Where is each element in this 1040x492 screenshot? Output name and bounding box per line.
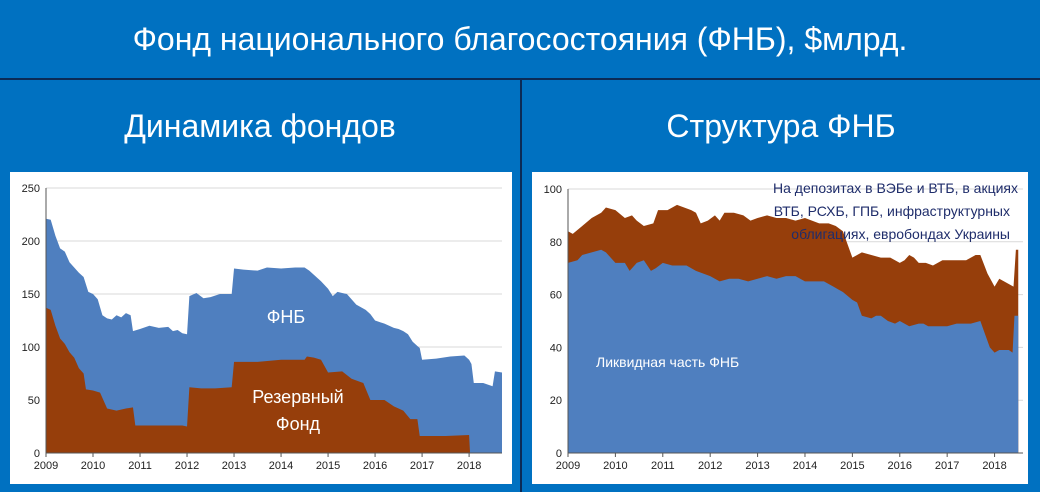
series-area-0 [46, 218, 502, 453]
x-tick-label: 2012 [698, 460, 722, 472]
series-area-1 [46, 307, 471, 453]
y-tick-label: 50 [28, 395, 40, 407]
y-tick-label: 250 [22, 183, 40, 195]
x-tick-label: 2014 [269, 460, 293, 472]
vertical-divider [520, 80, 522, 492]
x-tick-label: 2016 [888, 460, 912, 472]
fnb-structure-svg: 0 20 40 60 80 100 2009 2010 2011 2012 2013 2014 2015… [544, 180, 1023, 472]
y-tick-label: 20 [550, 395, 562, 407]
horizontal-divider [0, 78, 1040, 80]
chart-annotation: ФНБ [267, 307, 306, 327]
x-tick-label: 2010 [81, 460, 105, 472]
series-area-1 [568, 249, 1019, 453]
page-title: Фонд национального благосостояния (ФНБ),… [132, 20, 908, 57]
x-tick-label: 2011 [128, 460, 152, 472]
chart-annotation: облигациях, евробондах Украины [791, 226, 1010, 242]
x-tick-label: 2013 [222, 460, 246, 472]
chart-annotation: Фонд [276, 414, 321, 434]
x-tick-label: 2010 [603, 460, 627, 472]
x-tick-label: 2017 [410, 460, 434, 472]
left-panel-title: Динамика фондов [124, 107, 396, 144]
x-tick-label: 2018 [982, 460, 1006, 472]
x-tick-label: 2009 [556, 460, 580, 472]
x-tick-label: 2017 [935, 460, 959, 472]
y-tick-label: 200 [22, 236, 40, 248]
fnb-structure-chart: 0 20 40 60 80 100 2009 2010 2011 2012 2013 2014 2015… [532, 172, 1028, 484]
x-tick-label: 2011 [651, 460, 675, 472]
chart-annotation: ВТБ, РСХБ, ГПБ, инфраструктурных [774, 203, 1010, 219]
x-tick-label: 2014 [793, 460, 817, 472]
x-tick-label: 2013 [745, 460, 769, 472]
y-tick-label: 60 [550, 290, 562, 302]
y-tick-label: 0 [34, 448, 40, 460]
y-tick-label: 80 [550, 237, 562, 249]
chart-annotation: Резервный [252, 387, 343, 407]
chart-annotation: Ликвидная часть ФНБ [596, 354, 739, 370]
x-tick-label: 2015 [316, 460, 340, 472]
x-tick-label: 2015 [840, 460, 864, 472]
y-tick-label: 40 [550, 342, 562, 354]
fund-dynamics-svg: 0 50 100 150 200 250 2009 2010 2011 2012 2013 2014 2… [22, 183, 502, 472]
x-tick-label: 2009 [34, 460, 58, 472]
y-tick-label: 150 [22, 289, 40, 301]
x-tick-label: 2018 [457, 460, 481, 472]
y-tick-label: 100 [22, 342, 40, 354]
chart-annotation: На депозитах в ВЭБе и ВТБ, в акциях [773, 180, 1018, 196]
fund-dynamics-chart: 0 50 100 150 200 250 2009 2010 2011 2012 2013 2014 2… [10, 172, 512, 484]
x-tick-label: 2012 [175, 460, 199, 472]
x-tick-label: 2016 [363, 460, 387, 472]
y-tick-label: 100 [544, 184, 562, 196]
right-panel-title: Структура ФНБ [666, 107, 896, 144]
y-tick-label: 0 [556, 448, 562, 460]
